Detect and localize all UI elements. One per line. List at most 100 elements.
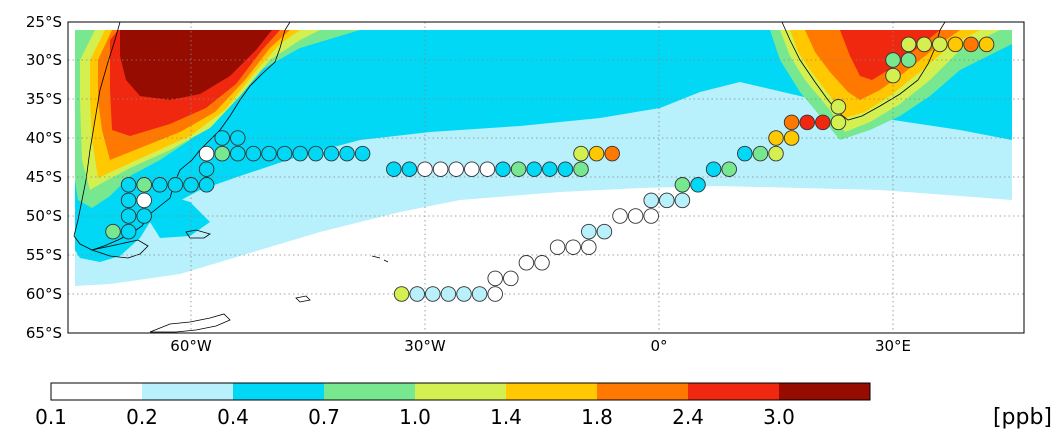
observation-point bbox=[386, 161, 402, 177]
observation-point bbox=[783, 114, 800, 131]
colorbar-unit: [ppb] bbox=[993, 405, 1052, 430]
observation-point bbox=[549, 239, 566, 255]
observation-point bbox=[674, 177, 691, 193]
colorbar-cell bbox=[506, 383, 597, 400]
observation-point bbox=[393, 286, 410, 302]
coastline-africa bbox=[781, 22, 946, 121]
observation-point bbox=[932, 36, 948, 53]
observation-point bbox=[885, 67, 901, 84]
observation-point bbox=[581, 239, 597, 255]
observation-point bbox=[487, 286, 503, 302]
observation-point bbox=[245, 145, 262, 162]
colorbar-cells bbox=[51, 383, 870, 400]
colorbar: 0.1 0.2 0.4 0.7 1.0 1.4 1.8 2.4 3.0 [ppb… bbox=[35, 382, 1052, 430]
lat-label: 45°S bbox=[26, 168, 62, 186]
coastline-south-georgia bbox=[295, 295, 311, 303]
observation-point bbox=[120, 177, 137, 193]
observation-point bbox=[183, 177, 199, 193]
concentration-field bbox=[68, 22, 1024, 333]
observation-point bbox=[885, 52, 901, 68]
observation-point bbox=[167, 177, 184, 193]
observation-point bbox=[214, 130, 230, 146]
colorbar-tick: 1.4 bbox=[490, 405, 522, 429]
observation-point bbox=[830, 99, 847, 115]
observation-point bbox=[417, 161, 433, 177]
observation-point bbox=[230, 130, 246, 146]
coastline-islands bbox=[371, 255, 389, 263]
observation-point bbox=[542, 161, 558, 177]
observation-point bbox=[198, 177, 215, 193]
observation-point bbox=[323, 145, 340, 162]
lat-label: 55°S bbox=[26, 246, 62, 264]
observation-point bbox=[120, 223, 137, 240]
lat-label: 65°S bbox=[26, 324, 62, 342]
observation-points bbox=[105, 36, 995, 302]
colorbar-cell bbox=[142, 383, 233, 400]
observation-point bbox=[339, 145, 355, 162]
colorbar-cell bbox=[779, 383, 870, 400]
observation-point bbox=[401, 161, 418, 177]
colorbar-cell bbox=[597, 383, 688, 400]
observation-point bbox=[737, 145, 753, 162]
field-band-cyan bbox=[75, 30, 1012, 262]
observation-point bbox=[456, 286, 472, 302]
colorbar-cell bbox=[324, 383, 415, 400]
observation-point bbox=[526, 161, 542, 177]
lon-label: 30°E bbox=[875, 337, 911, 355]
observation-point bbox=[783, 130, 800, 146]
colorbar-frame bbox=[50, 382, 871, 401]
observation-point bbox=[612, 208, 628, 224]
observation-point bbox=[432, 161, 449, 177]
lat-label: 35°S bbox=[26, 90, 62, 108]
colorbar-tick: 1.0 bbox=[399, 405, 431, 429]
observation-point bbox=[690, 177, 706, 193]
colorbar-tick: 0.1 bbox=[35, 405, 67, 429]
colorbar-cell bbox=[233, 383, 324, 400]
field-band-darkred-sa bbox=[120, 30, 272, 100]
colorbar-tick: 0.7 bbox=[308, 405, 340, 429]
observation-point bbox=[596, 223, 613, 240]
coastline-antarctic-peninsula bbox=[149, 313, 231, 333]
graticule bbox=[68, 22, 1024, 333]
colorbar-labels: 0.1 0.2 0.4 0.7 1.0 1.4 1.8 2.4 3.0 bbox=[35, 405, 795, 429]
observation-point bbox=[573, 145, 589, 162]
lat-label: 60°S bbox=[26, 285, 62, 303]
observation-point bbox=[815, 114, 831, 131]
colorbar-tick: 0.4 bbox=[217, 405, 249, 429]
observation-point bbox=[479, 161, 496, 177]
observation-point bbox=[261, 145, 277, 162]
colorbar-tick: 3.0 bbox=[763, 405, 795, 429]
observation-point bbox=[588, 145, 605, 162]
observation-point bbox=[136, 177, 152, 193]
observation-point bbox=[721, 161, 737, 177]
observation-point bbox=[604, 145, 620, 162]
colorbar-cell bbox=[688, 383, 779, 400]
observation-point bbox=[643, 192, 659, 209]
lon-label: 60°W bbox=[170, 337, 212, 355]
observation-point bbox=[120, 208, 137, 224]
observation-point bbox=[214, 145, 230, 162]
observation-point bbox=[705, 161, 722, 177]
observation-point bbox=[799, 114, 815, 131]
observation-point bbox=[557, 161, 574, 177]
map-frame bbox=[67, 21, 1025, 334]
colorbar-tick: 2.4 bbox=[672, 405, 704, 429]
observation-point bbox=[659, 192, 675, 209]
lon-label: 0° bbox=[650, 337, 667, 355]
observation-point bbox=[409, 286, 425, 302]
observation-point bbox=[308, 145, 324, 162]
observation-point bbox=[752, 145, 769, 162]
observation-point bbox=[573, 161, 589, 177]
observation-point bbox=[440, 286, 457, 302]
observation-point bbox=[198, 161, 215, 177]
observation-point bbox=[136, 192, 152, 209]
observation-point bbox=[105, 223, 121, 240]
observation-point bbox=[276, 145, 293, 162]
colorbar-tick: 1.8 bbox=[581, 405, 613, 429]
lat-label: 50°S bbox=[26, 207, 62, 225]
latitude-labels: 25°S 30°S 35°S 40°S 45°S 50°S 55°S 60°S … bbox=[26, 13, 62, 342]
observation-point bbox=[768, 130, 784, 146]
observation-point bbox=[830, 114, 847, 131]
observation-point bbox=[471, 286, 488, 302]
